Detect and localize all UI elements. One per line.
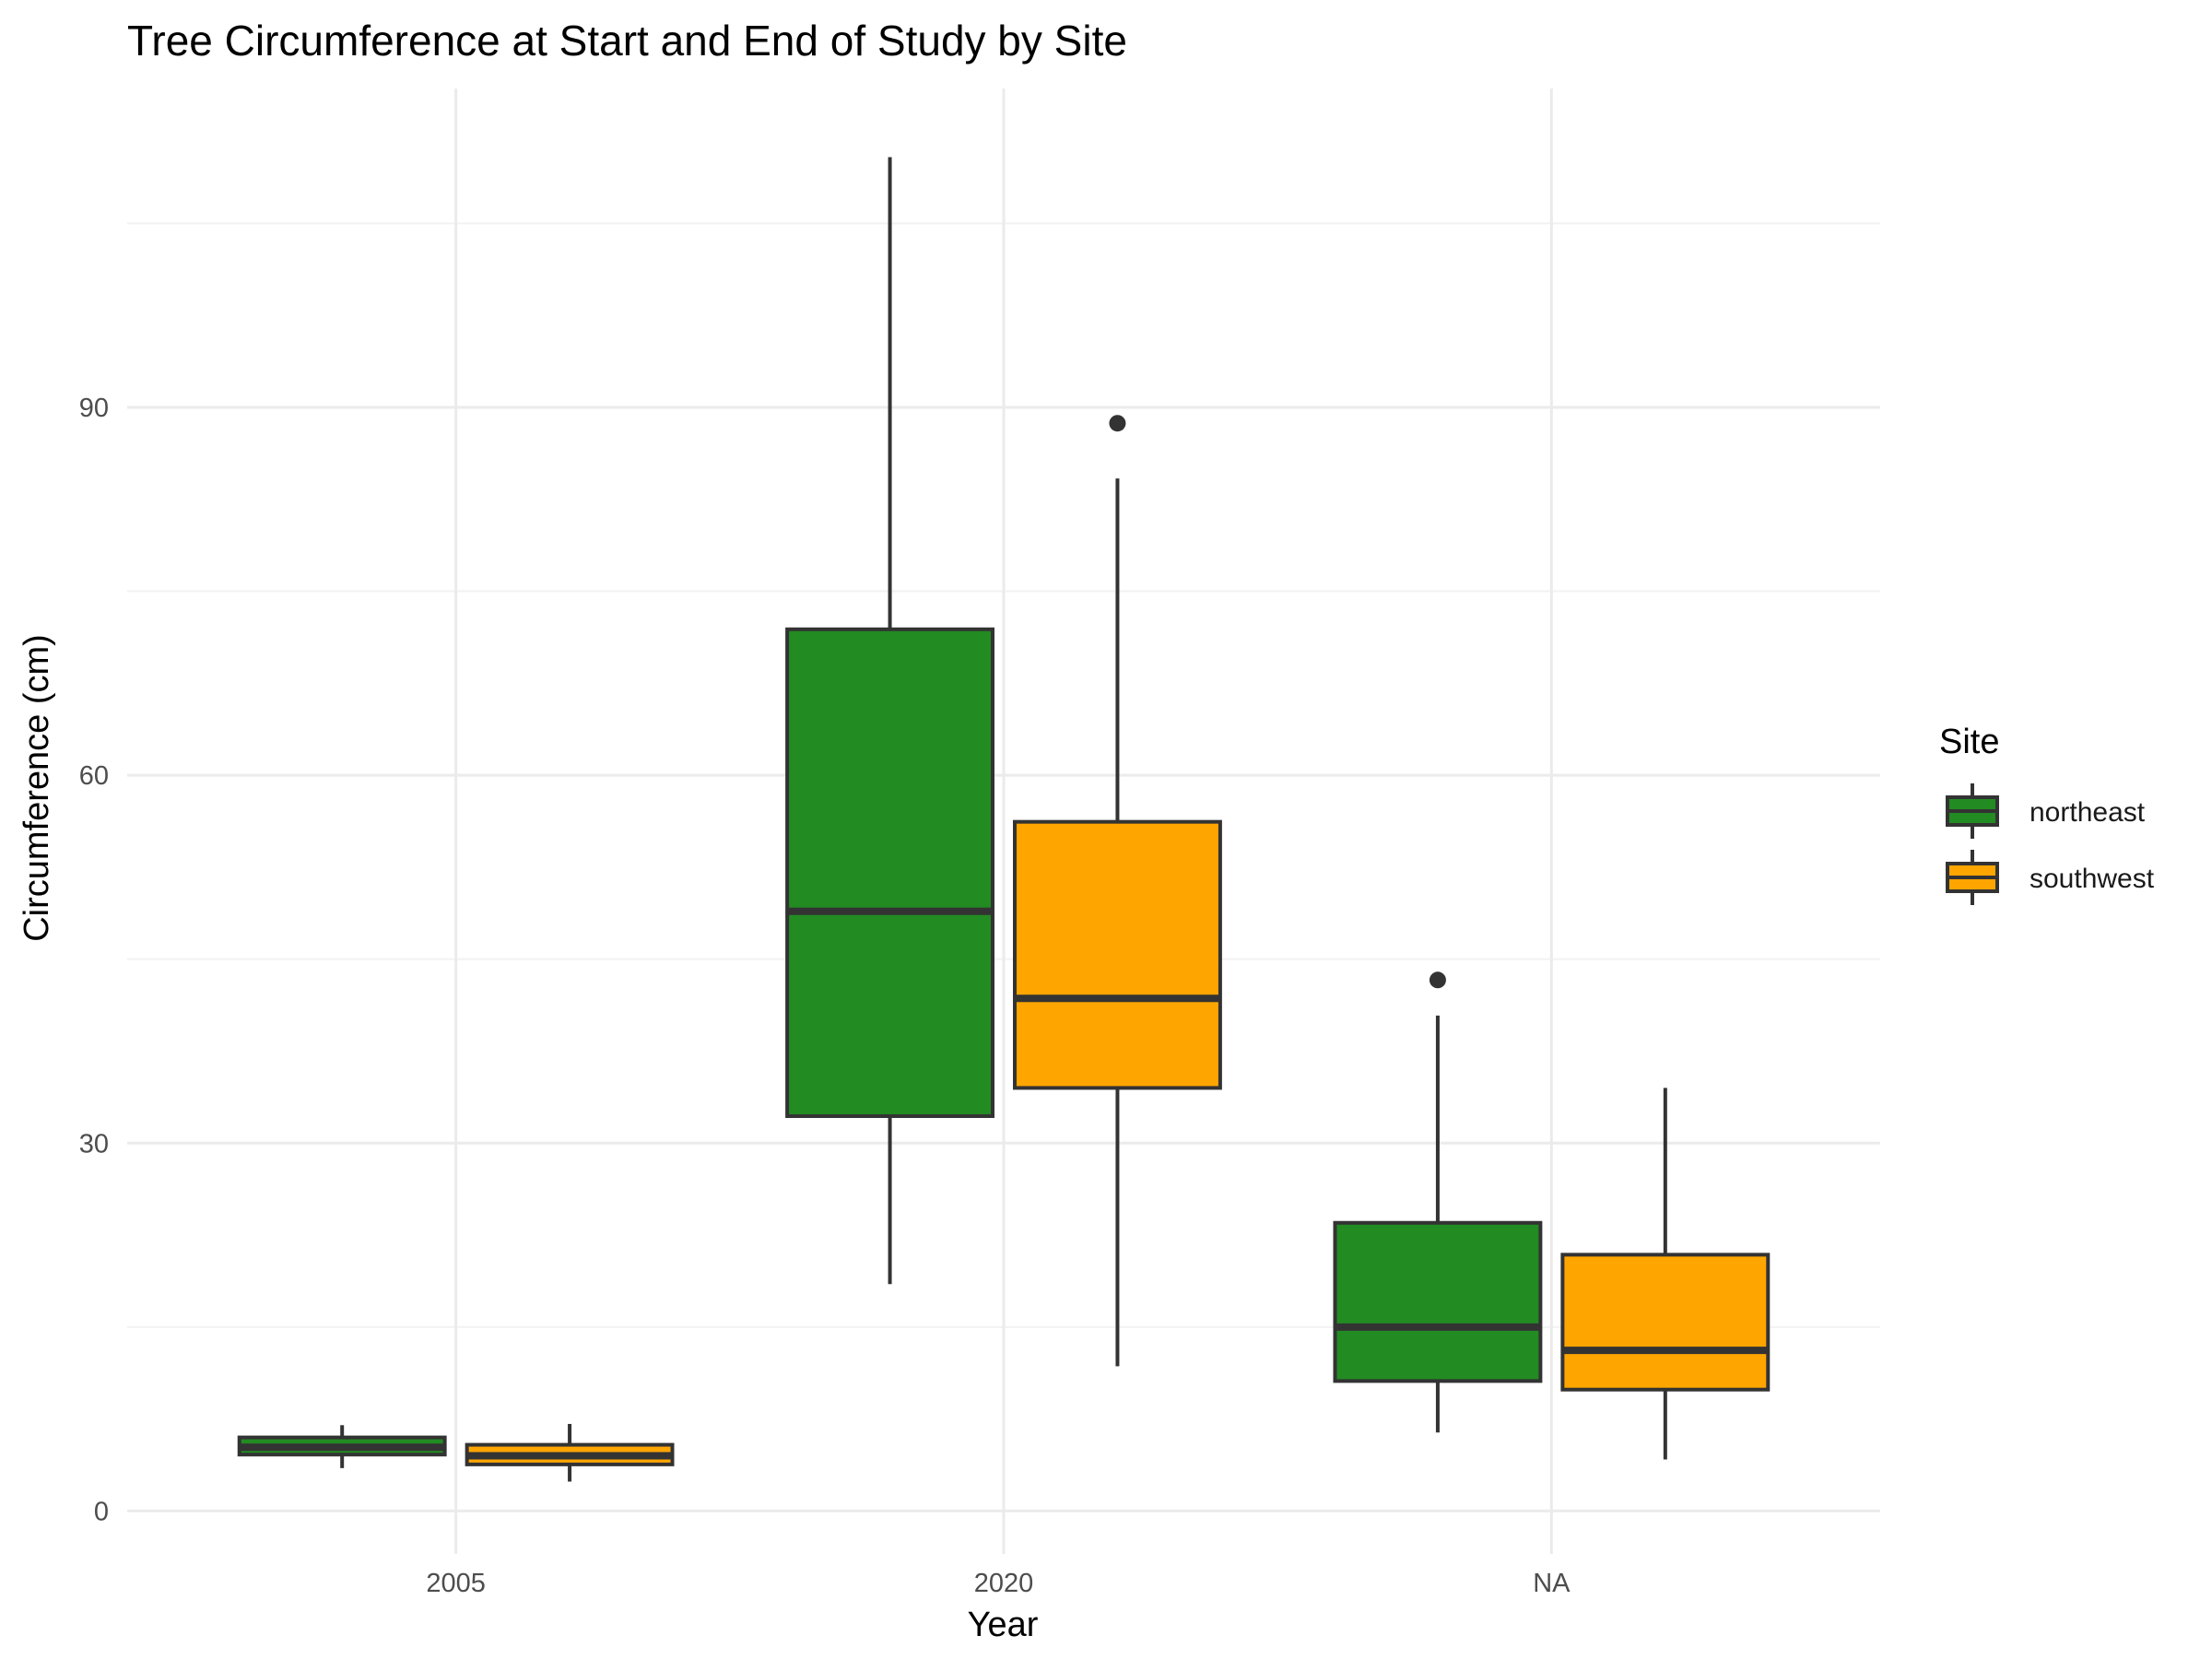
box-series xyxy=(237,157,1771,1482)
box-body xyxy=(1560,1253,1771,1392)
y-tick-label: 0 xyxy=(94,1497,109,1526)
box-northeast-NA xyxy=(1333,971,1543,1433)
x-tick-label: 2020 xyxy=(974,1569,1034,1598)
box-body xyxy=(1013,819,1222,1090)
box-northeast-2005 xyxy=(237,1425,447,1468)
legend: Site northeast southwest xyxy=(1939,723,2155,905)
y-axis-title: Circumference (cm) xyxy=(18,634,56,942)
box-northeast-2020 xyxy=(785,157,994,1285)
legend-label: southwest xyxy=(2030,864,2155,894)
chart-title: Tree Circumference at Start and End of S… xyxy=(127,17,1127,65)
x-tick-label: 2005 xyxy=(426,1569,486,1598)
legend-label: northeast xyxy=(2030,797,2146,828)
y-tick-label: 30 xyxy=(79,1129,109,1159)
y-axis-tick-labels: 0 30 60 90 xyxy=(79,394,109,1526)
legend-key-southwest: southwest xyxy=(1946,850,2155,905)
outlier-point xyxy=(1429,971,1446,989)
x-axis-tick-labels: 2005 2020 NA xyxy=(426,1569,1571,1598)
box-southwest-2005 xyxy=(465,1423,675,1482)
box-southwest-2020 xyxy=(1013,415,1222,1367)
box-body xyxy=(1333,1220,1543,1383)
legend-key-northeast: northeast xyxy=(1946,783,2146,839)
box-southwest-NA xyxy=(1560,1088,1771,1460)
outlier-point xyxy=(1109,415,1126,432)
y-tick-label: 60 xyxy=(79,761,109,791)
y-tick-label: 90 xyxy=(79,394,109,423)
grid-lines xyxy=(127,88,1880,1554)
x-tick-label: NA xyxy=(1533,1569,1571,1598)
box-body xyxy=(785,627,994,1118)
x-axis-title: Year xyxy=(968,1606,1039,1644)
legend-title: Site xyxy=(1939,723,1999,761)
